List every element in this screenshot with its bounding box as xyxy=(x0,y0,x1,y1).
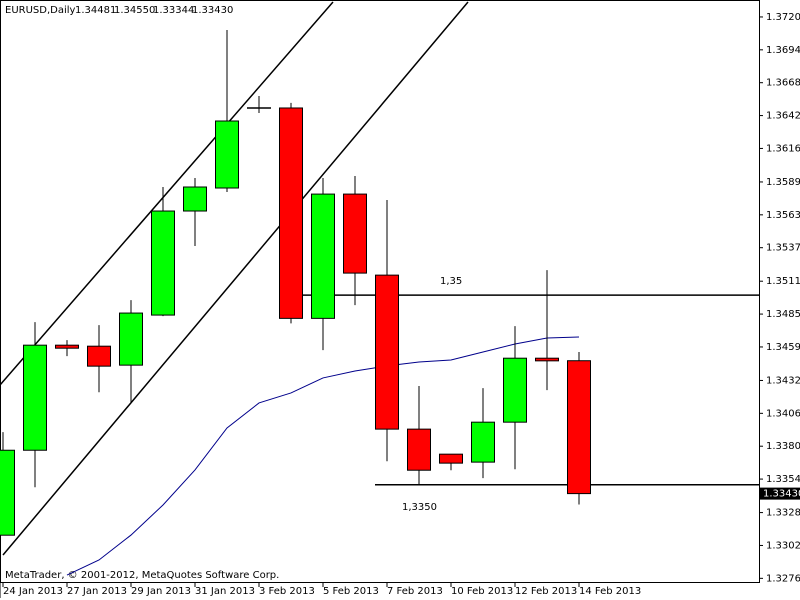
y-tick-label: 1.35635 xyxy=(766,210,800,221)
x-tick-label: 12 Feb 2013 xyxy=(515,586,577,597)
x-tick-label: 29 Jan 2013 xyxy=(131,586,191,597)
candle-body xyxy=(23,344,47,451)
trend-line xyxy=(0,1,334,386)
y-tick-label: 1.33545 xyxy=(766,474,800,485)
candle-body xyxy=(311,193,335,319)
y-tick-label: 1.36680 xyxy=(766,78,800,89)
y-tick-label: 1.34325 xyxy=(766,375,800,386)
y-tick-label: 1.35110 xyxy=(766,276,800,287)
candle-body xyxy=(439,453,463,464)
moving-average xyxy=(66,336,580,576)
y-tick-label: 1.34065 xyxy=(766,408,800,419)
y-tick-label: 1.37200 xyxy=(766,12,800,23)
level-label: 1,35 xyxy=(440,276,462,287)
y-tick-label: 1.34590 xyxy=(766,342,800,353)
candle-body xyxy=(215,120,239,189)
y-tick-label: 1.35375 xyxy=(766,243,800,254)
current-price-box xyxy=(760,487,800,500)
y-tick-label: 1.33280 xyxy=(766,508,800,519)
candle-body xyxy=(151,210,175,316)
candle-body xyxy=(535,357,559,362)
y-tick-label: 1.36940 xyxy=(766,45,800,56)
y-tick-label: 1.36420 xyxy=(766,111,800,122)
candle-body xyxy=(119,312,143,366)
y-tick-label: 1.35895 xyxy=(766,177,800,188)
x-tick-label: 24 Jan 2013 xyxy=(3,586,63,597)
candle-body xyxy=(503,357,527,423)
x-tick-label: 3 Feb 2013 xyxy=(259,586,315,597)
candle-body xyxy=(87,345,111,367)
y-tick-label: 1.33805 xyxy=(766,441,800,452)
candle-body xyxy=(471,421,495,463)
x-tick-label: 10 Feb 2013 xyxy=(451,586,513,597)
ohlc-value: 1.34481 xyxy=(75,5,116,16)
copyright: MetaTrader, © 2001-2012, MetaQuotes Soft… xyxy=(5,570,279,581)
x-tick-label: 27 Jan 2013 xyxy=(67,586,127,597)
candle-body xyxy=(567,360,591,495)
x-tick-label: 14 Feb 2013 xyxy=(579,586,641,597)
symbol: EURUSD,Daily xyxy=(5,5,76,16)
y-tick-label: 1.34850 xyxy=(766,309,800,320)
x-tick-label: 31 Jan 2013 xyxy=(195,586,255,597)
trend-line xyxy=(2,1,469,556)
candle-body xyxy=(55,344,79,349)
candle-body xyxy=(183,186,207,212)
candle-body xyxy=(343,193,367,274)
header: EURUSD,Daily xyxy=(5,5,76,16)
candle-body xyxy=(279,107,303,319)
candle-body xyxy=(375,274,399,430)
x-tick-label: 7 Feb 2013 xyxy=(387,586,443,597)
ohlc-value: 1.34550 xyxy=(114,5,155,16)
y-tick-label: 1.33020 xyxy=(766,540,800,551)
x-tick-label: 5 Feb 2013 xyxy=(323,586,379,597)
candle-body xyxy=(407,428,431,471)
ohlc-value: 1.33430 xyxy=(192,5,233,16)
ohlc-value: 1.33344 xyxy=(153,5,194,16)
current-price-label: 1.33430 xyxy=(763,489,800,500)
y-tick-label: 1.32760 xyxy=(766,573,800,584)
y-tick-label: 1.36160 xyxy=(766,143,800,154)
candle-body xyxy=(0,449,15,536)
level-label: 1,3350 xyxy=(402,502,437,513)
